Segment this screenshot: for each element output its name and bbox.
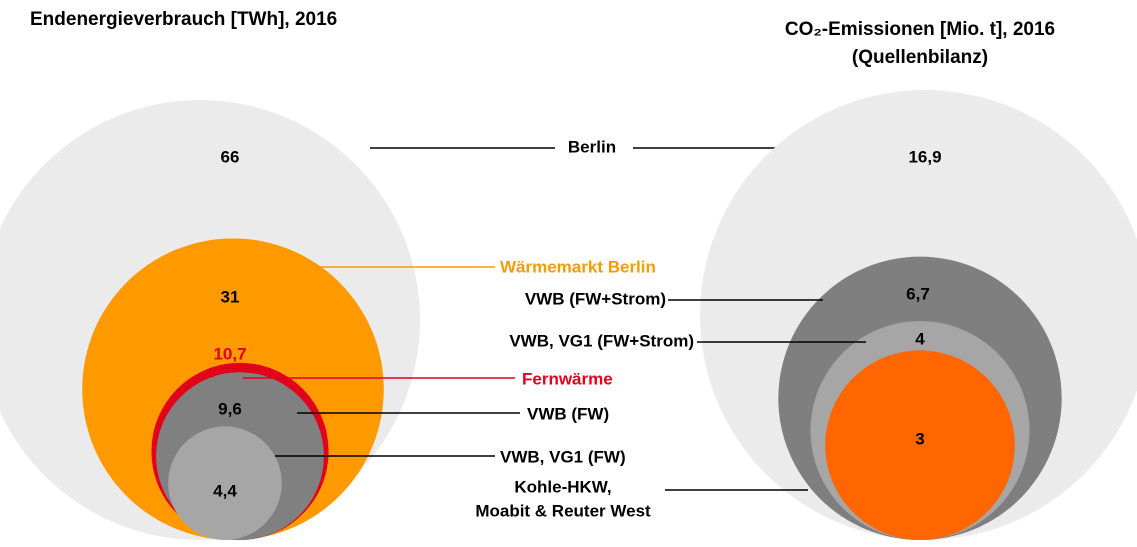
value-label: 9,6 [218, 399, 242, 418]
category-label: Moabit & Reuter West [475, 501, 651, 520]
value-label: 3 [915, 429, 924, 448]
category-label: Wärmemarkt Berlin [500, 257, 656, 276]
category-label: Kohle-HKW, [514, 477, 611, 496]
value-label: 16,9 [908, 147, 941, 166]
value-label: 31 [221, 287, 240, 306]
circle [168, 426, 282, 540]
chart-title: Endenergieverbrauch [TWh], 2016 [30, 9, 337, 30]
value-label: 4 [915, 329, 925, 348]
value-label: 10,7 [213, 344, 246, 363]
category-label: VWB (FW+Strom) [525, 289, 666, 308]
value-label: 6,7 [906, 284, 930, 303]
chart-subtitle: (Quellenbilanz) [852, 47, 988, 68]
category-label: VWB, VG1 (FW+Strom) [509, 331, 694, 350]
category-label: Berlin [568, 137, 616, 156]
value-label: 4,4 [213, 481, 237, 500]
circle [825, 350, 1015, 540]
value-label: 66 [221, 147, 240, 166]
category-label: VWB, VG1 (FW) [500, 447, 626, 466]
category-label: Fernwärme [522, 369, 613, 388]
chart-title: CO₂-Emissionen [Mio. t], 2016 [785, 19, 1055, 40]
category-label: VWB (FW) [527, 404, 609, 423]
